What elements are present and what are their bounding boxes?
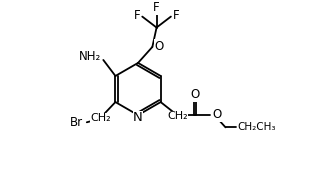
Text: F: F [134, 9, 141, 22]
Text: CH₂CH₃: CH₂CH₃ [237, 122, 276, 132]
Text: NH₂: NH₂ [80, 50, 102, 63]
Text: F: F [153, 1, 160, 14]
Text: Br: Br [70, 116, 83, 129]
Text: CH₂: CH₂ [90, 113, 111, 123]
Text: O: O [154, 40, 164, 53]
Text: CH₂: CH₂ [167, 111, 188, 121]
Text: O: O [190, 88, 200, 101]
Text: F: F [173, 9, 179, 22]
Text: N: N [133, 111, 143, 124]
Text: O: O [212, 108, 221, 121]
